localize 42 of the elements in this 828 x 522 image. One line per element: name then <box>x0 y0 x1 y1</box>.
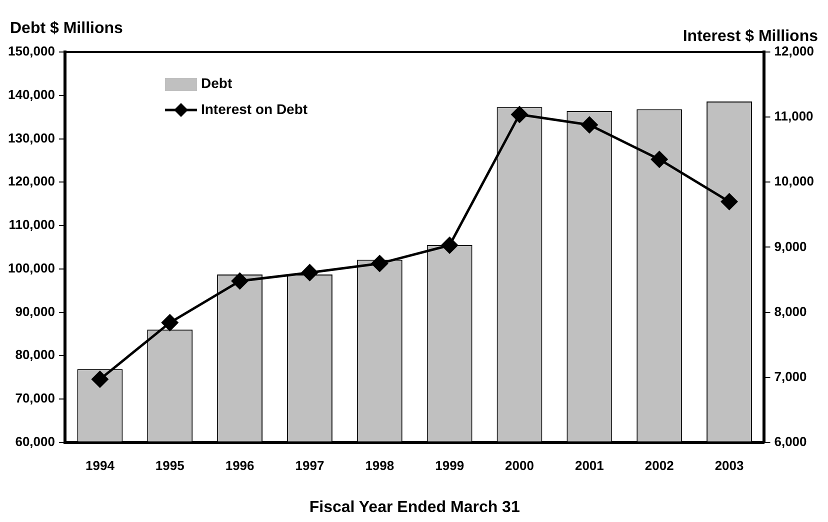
x-axis-title: Fiscal Year Ended March 31 <box>309 499 520 516</box>
x-tick-label: 2000 <box>505 458 534 473</box>
y-tick-label: 120,000 <box>8 174 55 189</box>
y-tick-label: 100,000 <box>8 260 55 276</box>
legend-label: Debt <box>200 74 232 91</box>
x-tick-label: 2001 <box>574 458 604 473</box>
point <box>232 272 248 290</box>
y-tick-label: 130,000 <box>8 130 55 146</box>
y-axis-title: Debt $ Millions <box>10 20 123 37</box>
y2-tick-label: 10,000 <box>774 174 814 189</box>
y2-tick-label: 6,000 <box>774 434 807 449</box>
point <box>581 116 598 134</box>
point <box>721 193 738 210</box>
y-tick-label: 90,000 <box>15 304 55 319</box>
x-tick-label: 1997 <box>295 458 324 473</box>
y2-tick-label: 12,000 <box>774 44 814 59</box>
y-tick-label: 60,000 <box>15 434 55 449</box>
point <box>651 151 668 168</box>
point <box>441 237 458 254</box>
x-tick-label: 2003 <box>714 458 744 473</box>
point <box>301 264 318 281</box>
y-tick-label: 140,000 <box>8 86 55 102</box>
y-tick-label: 80,000 <box>15 347 55 362</box>
legend-label: Interest on Debt <box>200 100 308 117</box>
x-tick-label: 1996 <box>225 458 254 473</box>
x-tick-label: 1998 <box>365 458 394 473</box>
y-tick-label: 150,000 <box>8 44 55 59</box>
x-tick-label: 1994 <box>85 458 116 473</box>
y2-tick-label: 8,000 <box>774 304 807 319</box>
x-tick-label: 1999 <box>435 458 464 473</box>
y2-tick-label: 11,000 <box>774 108 814 124</box>
x-tick-label: 1995 <box>155 458 184 473</box>
point <box>371 255 388 272</box>
point <box>511 106 528 123</box>
y2-tick-label: 9,000 <box>774 238 807 254</box>
x-tick-label: 2002 <box>644 458 674 473</box>
y2-axis-title: Interest $ Millions <box>682 28 818 45</box>
point <box>92 371 108 388</box>
point <box>162 314 178 331</box>
y-tick-label: 110,000 <box>8 217 55 232</box>
y-tick-label: 70,000 <box>15 390 55 406</box>
y2-tick-label: 7,000 <box>774 368 807 384</box>
